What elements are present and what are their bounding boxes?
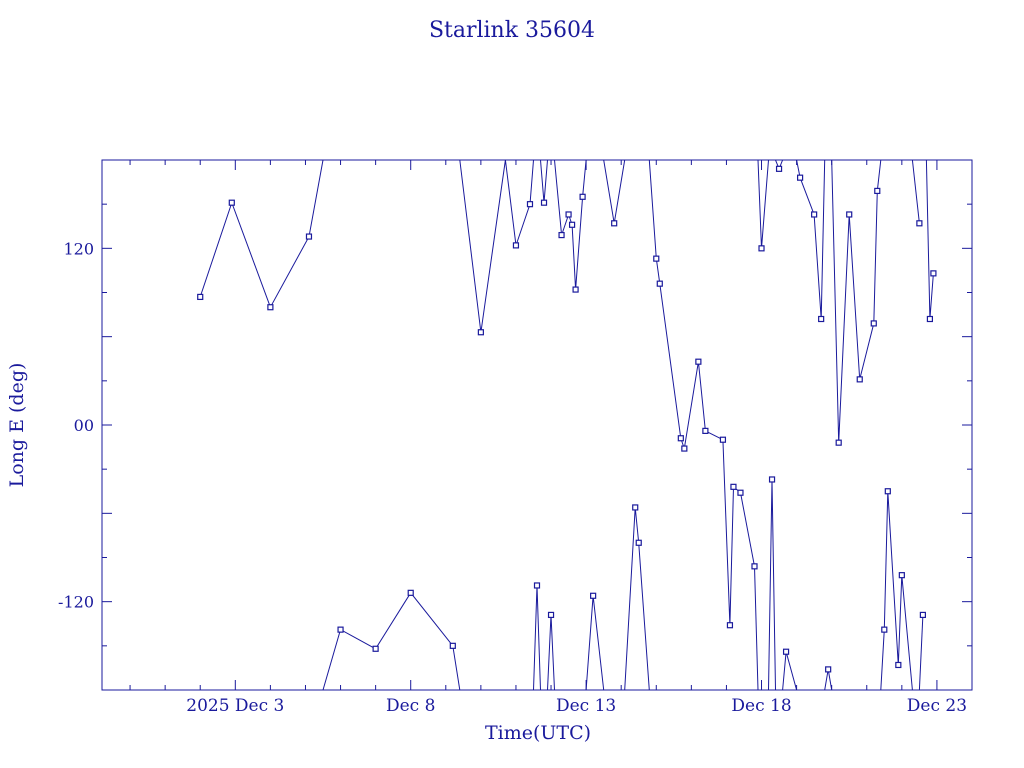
data-point [568, 221, 576, 228]
data-point [835, 439, 842, 446]
data-point [895, 661, 902, 669]
data-point [881, 626, 888, 633]
series-line [533, 585, 541, 690]
data-point [565, 211, 572, 218]
data-point [677, 435, 684, 442]
series-line [540, 160, 548, 203]
x-tick-label: Dec 13 [556, 696, 616, 716]
y-tick-label: 120 [63, 239, 94, 258]
data-point [846, 211, 853, 218]
x-axis-label: Time(UTC) [485, 722, 591, 744]
series-line [603, 160, 626, 224]
y-axis-ticks: 120 00 -120 [58, 203, 972, 647]
data-point [407, 589, 414, 596]
data-point [267, 304, 274, 311]
data-point [856, 376, 863, 383]
series-line [880, 491, 913, 690]
data-point [681, 445, 688, 452]
data-point [797, 174, 804, 181]
data-point [512, 242, 520, 249]
data-point [305, 233, 313, 240]
data-point [926, 315, 934, 323]
x-tick-label: Dec 8 [386, 696, 435, 716]
series-line [824, 669, 833, 690]
series-line [782, 651, 798, 690]
data-point [449, 642, 456, 649]
series-line [757, 160, 769, 249]
data-point [775, 165, 783, 172]
series-line [831, 160, 882, 443]
data-point [730, 483, 737, 490]
data-point [635, 539, 642, 546]
data-point [874, 187, 881, 195]
series-line [459, 160, 534, 333]
data-point [558, 231, 565, 239]
series-line [624, 507, 650, 690]
data-point [884, 488, 891, 495]
plot-area [197, 160, 937, 690]
data-point [695, 358, 702, 365]
data-point [197, 293, 204, 301]
data-point [579, 193, 586, 200]
data-point [337, 626, 344, 633]
data-point [653, 255, 660, 262]
data-point [930, 270, 937, 277]
plot-frame [101, 159, 973, 691]
x-tick-label: 2025 Dec 3 [186, 696, 284, 716]
data-point [540, 199, 548, 206]
data-point [611, 220, 618, 227]
data-point [811, 211, 818, 218]
y-tick-label: 00 [74, 416, 94, 435]
data-point [758, 245, 765, 252]
series-line [648, 160, 759, 690]
data-point [870, 320, 877, 327]
data-point [782, 648, 790, 655]
x-axis-ticks: 2025 Dec 3 Dec 8 Dec 13 Dec 18 Dec 23 [129, 160, 973, 716]
data-point [656, 280, 663, 287]
series-line [796, 160, 826, 320]
series-line [322, 591, 461, 690]
data-point [477, 329, 484, 336]
series-line [768, 479, 776, 690]
x-tick-label: Dec 18 [731, 696, 791, 716]
data-point [572, 286, 579, 293]
chart-title: Starlink 35604 [429, 18, 595, 43]
series-line [911, 160, 920, 224]
data-point [919, 611, 926, 619]
data-point [726, 622, 734, 629]
y-tick-label: -120 [58, 593, 94, 612]
data-point [916, 220, 923, 227]
data-point [702, 427, 709, 434]
data-point [719, 436, 727, 443]
data-point [825, 666, 832, 673]
series-line [585, 595, 605, 690]
data-point [547, 611, 555, 619]
data-point [818, 315, 825, 323]
data-point [737, 489, 744, 496]
data-point [372, 645, 379, 652]
series-line [199, 160, 324, 309]
data-point [533, 582, 541, 589]
y-axis-label: Long E (deg) [6, 363, 28, 488]
data-point [590, 592, 597, 599]
data-point [898, 572, 905, 579]
data-point [632, 504, 639, 511]
data-point [526, 201, 534, 208]
x-tick-label: Dec 23 [907, 696, 967, 716]
data-point [228, 199, 235, 206]
data-point [768, 476, 776, 483]
series-line [547, 614, 555, 690]
series-line [922, 160, 934, 320]
data-point [751, 563, 758, 570]
series-line [918, 614, 924, 690]
